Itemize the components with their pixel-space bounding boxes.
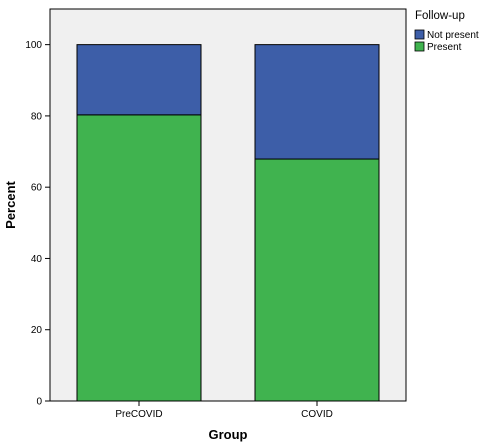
legend-label-not-present: Not present [427,30,479,41]
legend-title: Follow-up [415,10,465,22]
y-tick-label: 0 [36,397,42,408]
y-tick-label: 80 [31,111,43,122]
bar-present-covid [254,158,380,402]
x-axis: PreCOVID COVID [115,401,333,420]
y-axis-title: Percent [3,180,18,228]
bar-not-present-precovid [76,44,202,116]
bars [76,44,380,402]
bar-not-present-covid [254,44,380,160]
y-tick-label: 100 [25,40,42,51]
y-axis: 0 20 40 60 80 100 [25,40,50,408]
x-tick-label: COVID [301,409,333,420]
x-axis-title: Group [209,427,248,442]
bar-present-precovid [76,114,202,402]
y-tick-label: 20 [31,325,43,336]
y-tick-label: 60 [31,183,43,194]
legend-label-present: Present [427,42,462,53]
legend-swatch-present [414,41,425,52]
legend-swatch-not-present [414,29,425,40]
y-tick-label: 40 [31,254,43,265]
x-tick-label: PreCOVID [115,409,162,420]
